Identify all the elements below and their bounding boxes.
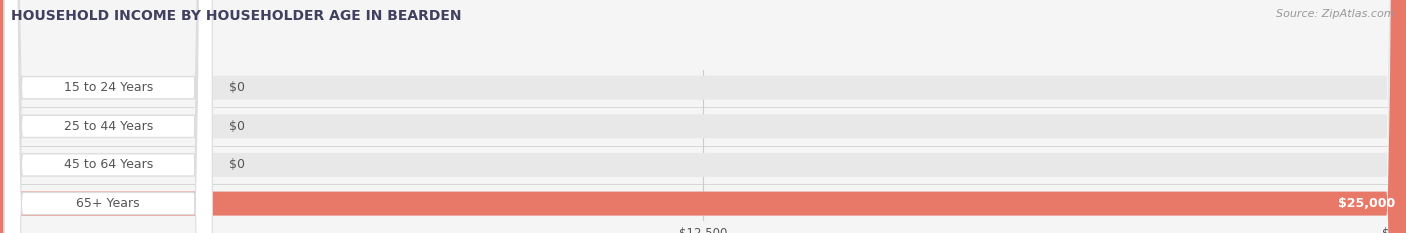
Text: $0: $0 (229, 158, 245, 171)
Text: 65+ Years: 65+ Years (76, 197, 141, 210)
FancyBboxPatch shape (4, 0, 212, 233)
Text: HOUSEHOLD INCOME BY HOUSEHOLDER AGE IN BEARDEN: HOUSEHOLD INCOME BY HOUSEHOLDER AGE IN B… (11, 9, 461, 23)
Text: Source: ZipAtlas.com: Source: ZipAtlas.com (1277, 9, 1395, 19)
FancyBboxPatch shape (4, 0, 212, 233)
Text: 45 to 64 Years: 45 to 64 Years (63, 158, 153, 171)
Text: 15 to 24 Years: 15 to 24 Years (63, 81, 153, 94)
FancyBboxPatch shape (4, 0, 212, 233)
FancyBboxPatch shape (4, 0, 212, 233)
Text: 25 to 44 Years: 25 to 44 Years (63, 120, 153, 133)
Text: $25,000: $25,000 (1337, 197, 1395, 210)
Text: $0: $0 (229, 81, 245, 94)
Text: $0: $0 (229, 120, 245, 133)
